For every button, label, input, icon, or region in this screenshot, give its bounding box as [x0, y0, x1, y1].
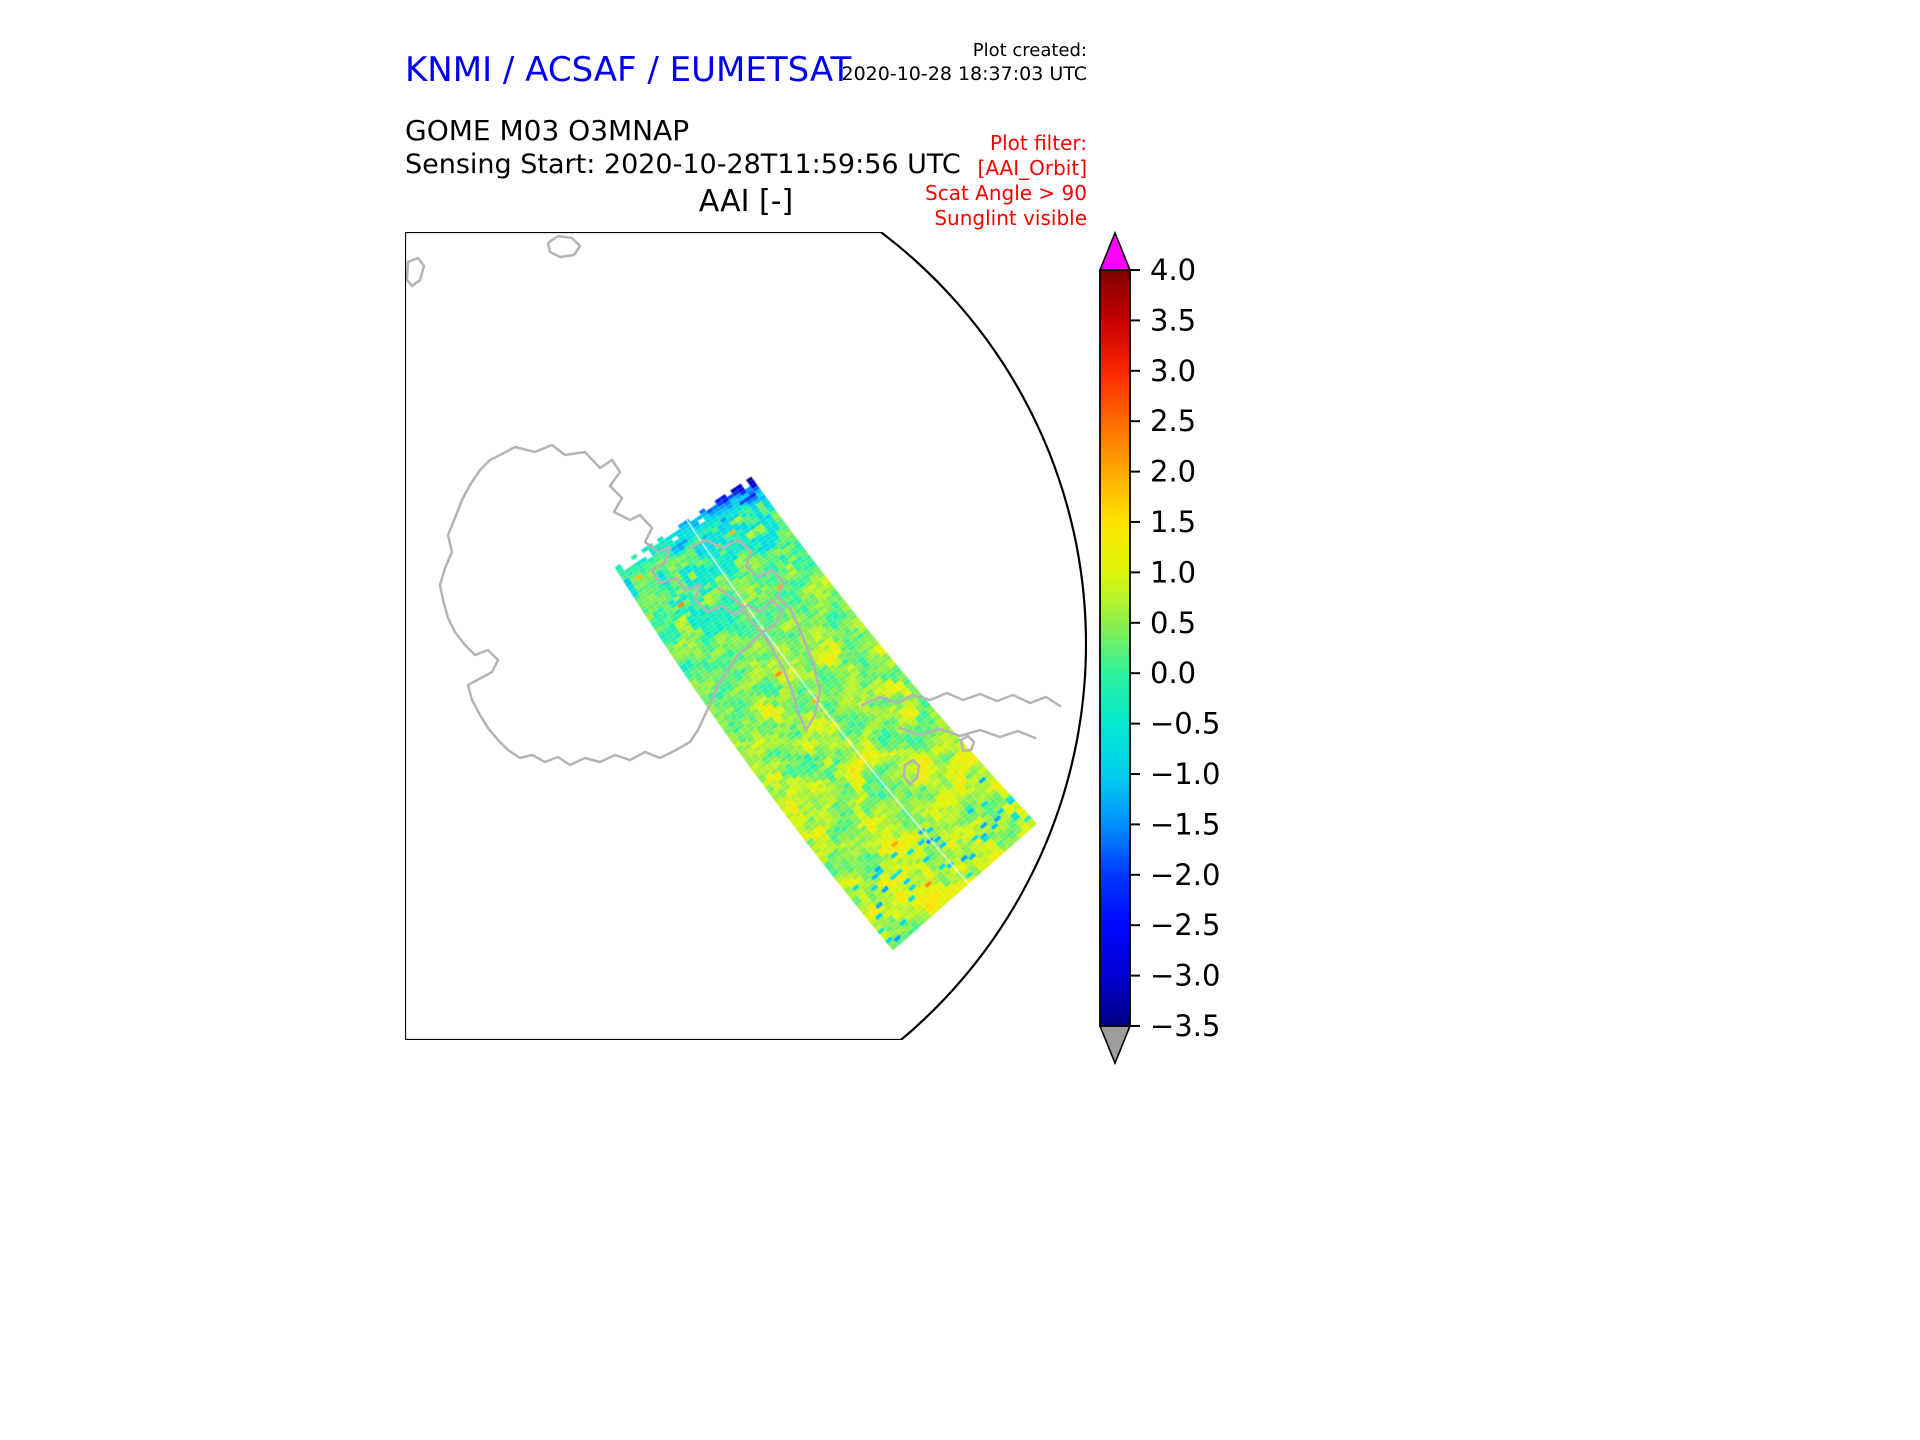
plot-filter-heading: Plot filter: — [990, 131, 1087, 155]
colorbar-tick-label: −2.0 — [1150, 858, 1220, 892]
plot-created-timestamp: 2020-10-28 18:37:03 UTC — [841, 62, 1088, 85]
colorbar-tick-label: 0.5 — [1150, 606, 1196, 640]
plot-filter-line: Scat Angle > 90 — [925, 181, 1087, 205]
coastline-south-america-upper — [860, 691, 1062, 708]
colorbar-ticks: 4.0 3.5 3.0 2.5 2.0 1.5 1.0 0.5 0.0 −0.5 −1.0 −1.5 −… — [1130, 253, 1220, 1043]
coastline-island-small-2 — [959, 734, 976, 753]
colorbar-tick-label: 2.0 — [1150, 455, 1196, 489]
coastline-antarctica — [438, 443, 784, 767]
plot-filter-lines: [AAI_Orbit] Scat Angle > 90 Sunglint visib… — [925, 156, 1087, 231]
coastlines-group — [405, 234, 1062, 786]
instrument-title: GOME M03 O3MNAP — [405, 114, 690, 147]
header-title: KNMI / ACSAF / EUMETSAT — [405, 50, 852, 90]
coastline-south-america-lower — [898, 726, 1037, 740]
map-boundary — [405, 232, 1087, 1040]
plot-filter-line: [AAI_Orbit] — [977, 156, 1087, 180]
map-plot — [405, 232, 1087, 1040]
aai-swath-canvas — [405, 232, 1087, 1040]
colorbar-tick-label: −1.0 — [1150, 757, 1220, 791]
colorbar-tick-label: 3.5 — [1150, 303, 1196, 337]
colorbar-tick-label: 1.5 — [1150, 505, 1196, 539]
colorbar-under-arrow — [1098, 1025, 1132, 1066]
colorbar-tick-label: −3.5 — [1150, 1009, 1220, 1043]
plot-filter-line: Sunglint visible — [934, 206, 1087, 230]
colorbar-tick-label: 0.0 — [1150, 656, 1196, 690]
colorbar-tick-label: 1.0 — [1150, 555, 1196, 589]
colorbar-tick-label: −2.5 — [1150, 908, 1220, 942]
coastline-antarctic-peninsula — [688, 538, 822, 732]
colorbar-bar — [1099, 269, 1131, 1027]
sensing-start-text: Sensing Start: 2020-10-28T11:59:56 UTC — [405, 149, 961, 180]
colorbar-tick-label: 3.0 — [1150, 354, 1196, 388]
colorbar-tick-label: 4.0 — [1150, 253, 1196, 287]
colorbar-tick-label: −1.5 — [1150, 807, 1220, 841]
plot-created-label: Plot created: — [972, 40, 1087, 61]
plot-created-block: Plot created: 2020-10-28 18:37:03 UTC — [842, 40, 1088, 86]
coastline-island-left — [405, 256, 426, 288]
coastline-island-small-1 — [902, 758, 921, 786]
colorbar: 4.0 3.5 3.0 2.5 2.0 1.5 1.0 0.5 0.0 −0.5 −1.0 −1.5 −… — [1098, 230, 1220, 1066]
colorbar-tick-label: 2.5 — [1150, 404, 1196, 438]
colorbar-over-arrow — [1098, 230, 1132, 271]
plot-title: AAI [-] — [698, 184, 794, 219]
plot-filter-block: Plot filter: [AAI_Orbit] Scat Angle > 90 S… — [925, 131, 1087, 231]
colorbar-tick-label: −0.5 — [1150, 707, 1220, 741]
coastline-island-top — [546, 234, 582, 259]
colorbar-tick-label: −3.0 — [1150, 959, 1220, 993]
